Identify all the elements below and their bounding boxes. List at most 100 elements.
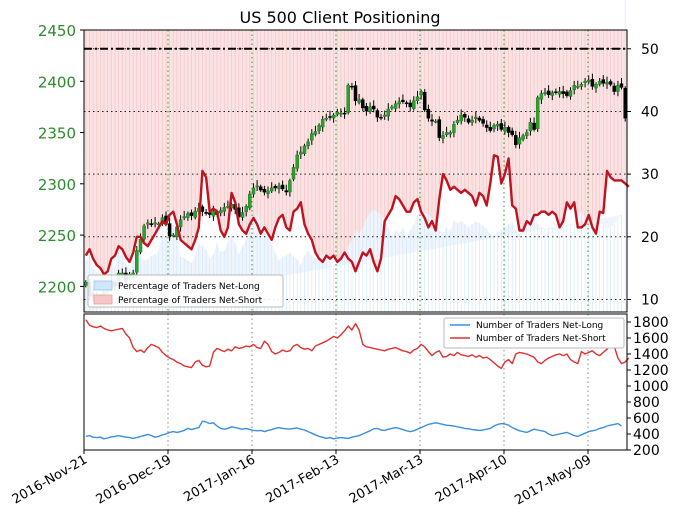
right-tick-label: 1800 <box>633 315 669 331</box>
candle-body <box>586 79 591 83</box>
candle-body <box>361 99 365 109</box>
candle-body <box>353 85 358 102</box>
net-short-pct-line <box>84 154 630 276</box>
candle-body <box>390 106 394 109</box>
candle-body <box>397 101 401 105</box>
candle-body <box>433 121 438 123</box>
candle-body <box>481 119 485 124</box>
legend-label: Number of Traders Net-Short <box>476 334 606 344</box>
candle-body <box>430 119 434 122</box>
legend-label: Number of Traders Net-Long <box>476 321 603 331</box>
candle-body <box>499 123 504 130</box>
left-tick-label: 2400 <box>38 73 76 91</box>
candle-body <box>138 238 143 253</box>
candle-body <box>441 135 445 139</box>
candle-body <box>576 86 580 88</box>
candle-body <box>503 127 507 132</box>
net-long-count-line <box>85 420 622 440</box>
candle-body <box>335 111 340 115</box>
candle-body <box>368 106 372 113</box>
candle-body <box>371 105 376 110</box>
candle-body <box>135 250 139 273</box>
candle-body <box>193 211 197 218</box>
candle-body <box>565 91 569 96</box>
candle-body <box>218 210 223 214</box>
left-tick-label: 2450 <box>38 22 76 40</box>
legend-swatch <box>93 280 113 291</box>
candle-body <box>484 124 489 128</box>
candle-body <box>579 84 584 87</box>
candle-body <box>178 219 183 228</box>
candle-body <box>364 106 369 112</box>
candle-body <box>616 85 620 92</box>
candle-body <box>452 124 456 133</box>
candle-body <box>211 211 216 217</box>
candle-body <box>240 212 245 218</box>
candle-body <box>426 108 431 119</box>
candle-body <box>495 124 500 127</box>
candle-body <box>204 212 208 214</box>
candle-body <box>342 112 347 115</box>
candle-body <box>412 100 416 109</box>
candle-body <box>408 102 412 108</box>
candle-body <box>510 130 514 135</box>
candle-body <box>222 207 227 212</box>
candle-body <box>422 92 427 111</box>
right-tick-label: 1600 <box>633 331 669 347</box>
right-tick-label: 10 <box>641 293 659 309</box>
right-tick-label: 50 <box>641 42 659 58</box>
candle-body <box>608 81 613 85</box>
candle-body <box>459 114 463 122</box>
candle-body <box>189 212 194 216</box>
top-legend-box <box>87 274 284 308</box>
bottom-legend-box <box>443 317 625 349</box>
candle-body <box>419 91 423 96</box>
candle-body <box>404 102 409 105</box>
right-tick-label: 40 <box>641 105 659 121</box>
candle-body <box>539 93 544 100</box>
right-tick-label: 200 <box>633 443 660 459</box>
candle-body <box>470 119 474 123</box>
candle-body <box>597 81 602 85</box>
candle-body <box>514 135 518 146</box>
candle-body <box>186 213 190 218</box>
candle-body <box>266 190 270 194</box>
candle-body <box>546 90 551 95</box>
legend-swatch <box>93 294 113 305</box>
candle-body <box>299 151 303 155</box>
candle-body <box>346 85 350 113</box>
candle-body <box>550 92 555 96</box>
candle-body <box>535 97 540 129</box>
right-tick-label: 1000 <box>633 379 669 395</box>
legend-label: Percentage of Traders Net-Long <box>118 282 260 292</box>
candle-body <box>466 118 471 123</box>
candle-body <box>605 82 609 85</box>
candle-body <box>455 119 460 123</box>
candle-body <box>284 190 289 193</box>
candle-body <box>525 132 529 136</box>
candle-body <box>262 188 267 193</box>
candle-body <box>474 116 478 119</box>
candle-body <box>488 127 493 131</box>
right-tick-label: 600 <box>633 411 660 427</box>
candle-body <box>182 216 186 219</box>
candle-body <box>295 154 299 169</box>
candle-body <box>251 187 256 195</box>
right-tick-label: 400 <box>633 427 660 443</box>
candle-body <box>448 132 453 135</box>
candle-body <box>415 96 420 102</box>
candle-body <box>273 186 278 189</box>
candle-body <box>269 187 274 192</box>
top-plot-frame <box>83 29 628 313</box>
candle-body <box>280 184 285 190</box>
candle-body <box>561 91 565 94</box>
candle-body <box>258 186 263 191</box>
candle-body <box>583 81 587 83</box>
candle-body <box>146 222 150 225</box>
candle-body <box>324 117 329 120</box>
candle-body <box>306 141 310 147</box>
candle-body <box>255 185 259 188</box>
left-tick-label: 2350 <box>38 125 76 143</box>
